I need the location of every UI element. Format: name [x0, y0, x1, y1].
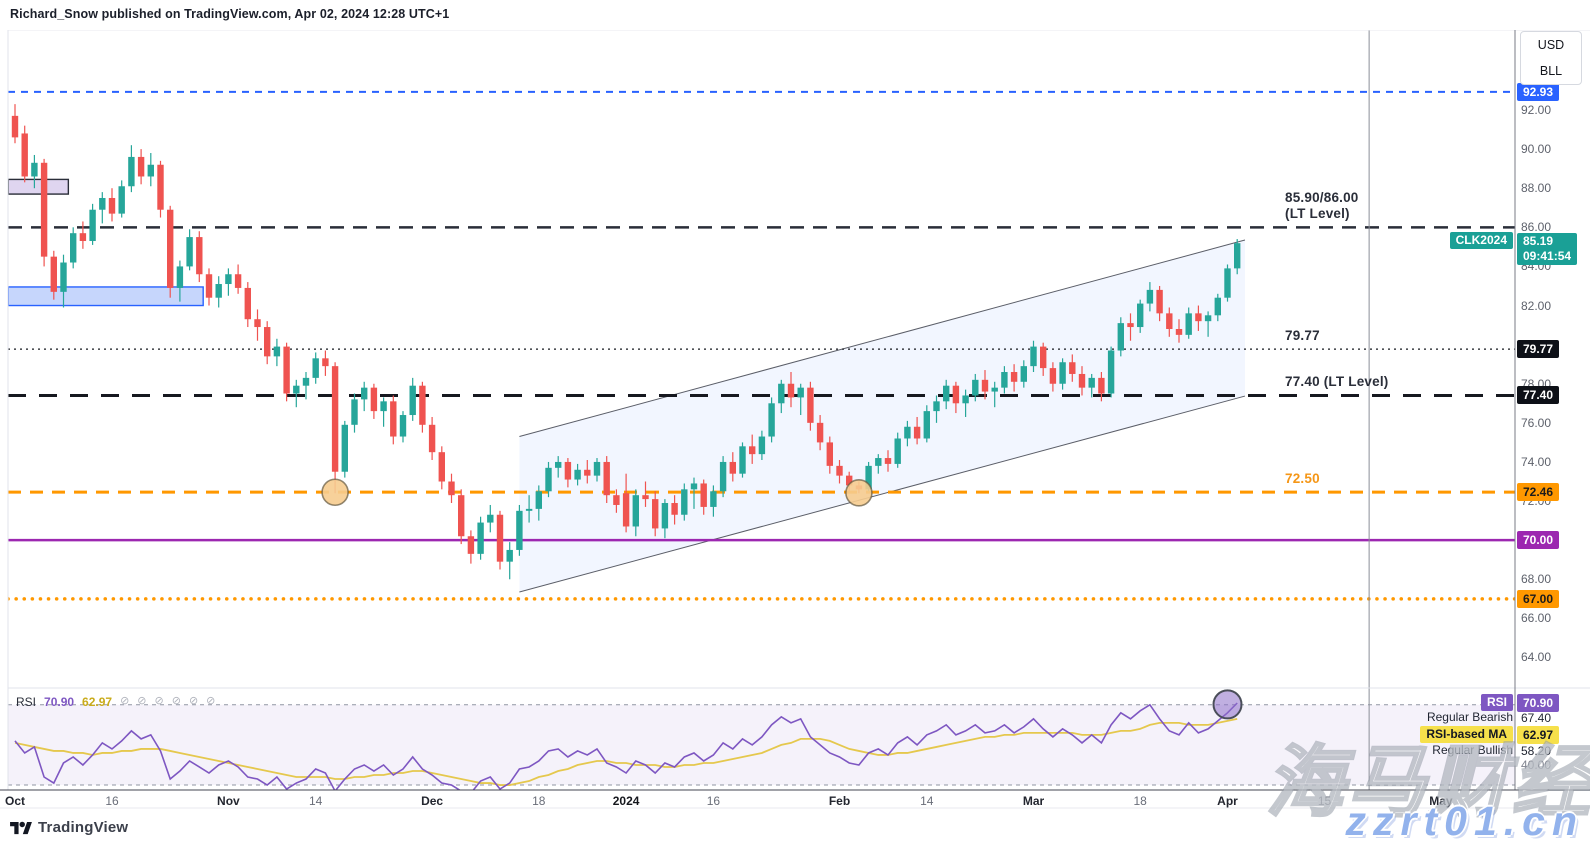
rsi-line	[14, 702, 1238, 790]
price-scale-unit-toggle: USD BLL	[1520, 31, 1582, 85]
time-axis-label: May	[1429, 794, 1453, 808]
price-axis-badge: 67.00	[1517, 589, 1560, 608]
time-axis-label: Feb	[828, 794, 851, 808]
time-axis-label: 18	[532, 794, 546, 808]
price-axis-badge: 67.40	[1521, 711, 1552, 725]
time-axis-label: Oct	[4, 794, 26, 808]
highlight-circle	[845, 479, 873, 507]
rsi-ma-line	[14, 718, 1238, 786]
price-axis-badge: 70.00	[1517, 531, 1560, 550]
price-axis-badge: 79.77	[1517, 340, 1560, 359]
rsi-indicator-legend[interactable]: RSI 70.90 62.97 ⊘ ⊘ ⊘ ⊘ ⊘ ⊘	[16, 694, 215, 709]
time-axis-label: 2024	[612, 794, 640, 808]
tradingview-logo[interactable]: TradingView	[10, 819, 128, 836]
zone-box	[8, 286, 204, 307]
level-annotation: 79.77	[1285, 328, 1320, 344]
rsi-legend-ma-value: 62.97	[82, 694, 113, 709]
price-tick: 68.00	[1521, 572, 1552, 587]
time-axis-label: 16	[706, 794, 721, 808]
pane-label-chip: CLK2024	[1449, 232, 1513, 249]
time-axis-label: 16	[105, 794, 119, 808]
time-axis-label: Apr	[1217, 794, 1238, 808]
price-tick: 82.00	[1521, 298, 1552, 313]
header-bar: Richard_Snow published on TradingView.co…	[0, 0, 1590, 30]
legend-more-icon[interactable]: ⊘	[188, 695, 199, 707]
publish-info-text: Richard_Snow published on TradingView.co…	[10, 7, 450, 21]
pane-label-chip: RSI	[1480, 694, 1513, 711]
level-annotation: 72.50	[1285, 471, 1320, 487]
pane-label-chip: Regular Bearish	[1426, 710, 1513, 724]
price-tick: 88.00	[1521, 181, 1552, 196]
tradingview-logo-icon	[10, 821, 32, 835]
time-axis-label: 18	[1133, 794, 1147, 808]
price-axis-badge: 62.97	[1517, 726, 1560, 744]
legend-eye-icon[interactable]: ⊘	[120, 695, 130, 707]
rsi-highlight-circle	[1212, 689, 1243, 720]
price-axis-badge: 72.46	[1517, 483, 1560, 502]
level-annotation: 77.40 (LT Level)	[1285, 374, 1389, 390]
price-axis-badge: 77.40	[1517, 386, 1560, 405]
price-axis-badge: 85.19 09:41:54	[1517, 233, 1578, 266]
pane-label-chip: RSI-based MA	[1420, 726, 1513, 743]
price-axis-badge: 58.20	[1521, 744, 1552, 758]
channel-top-line	[519, 239, 1246, 438]
time-axis-label: Nov	[217, 794, 240, 808]
rsi-legend-value: 70.90	[44, 694, 75, 709]
zone-box	[8, 178, 70, 195]
watermark-cjk: 海马财经	[1265, 737, 1590, 828]
price-axis-badge: 70.90	[1517, 694, 1560, 712]
highlight-circle	[321, 478, 349, 507]
price-tick: 66.00	[1521, 611, 1552, 626]
time-axis-label: 14	[309, 794, 323, 808]
rsi-band-fill	[8, 704, 1515, 786]
pane-label-chip: Regular Bullish	[1432, 743, 1513, 757]
currency-toggle-usd[interactable]: USD	[1537, 38, 1565, 52]
channel-bottom-line	[519, 395, 1246, 593]
price-tick: 64.00	[1521, 650, 1552, 665]
price-tick: 90.00	[1521, 142, 1552, 157]
price-tick: 76.00	[1521, 415, 1552, 430]
price-axis-badge: 40.00	[1521, 758, 1552, 772]
price-pane	[8, 90, 1515, 601]
level-annotation: 85.90/86.00 (LT Level)	[1285, 190, 1359, 222]
rsi-pane	[8, 689, 1515, 790]
rsi-legend-name: RSI	[16, 694, 37, 709]
price-tick: 74.00	[1521, 454, 1552, 469]
legend-extra-icon[interactable]: ⊘	[206, 695, 216, 707]
tradingview-logo-text: TradingView	[38, 819, 129, 836]
price-tick: 92.00	[1521, 103, 1552, 117]
time-axis-label: 15	[1317, 794, 1332, 808]
price-axis-badge: 92.93	[1517, 82, 1560, 101]
price-tick: 86.00	[1521, 220, 1552, 235]
time-axis-label: Dec	[421, 794, 444, 808]
legend-source-icon[interactable]: ⊘	[154, 695, 164, 707]
unit-toggle-bll[interactable]: BLL	[1539, 64, 1563, 78]
time-axis-label: Mar	[1022, 794, 1045, 808]
legend-delete-icon[interactable]: ⊘	[171, 695, 181, 707]
watermark-url: zzrt01.cn	[1345, 798, 1584, 844]
candles-group	[11, 104, 1241, 580]
time-axis-label: 14	[920, 794, 934, 808]
legend-gear-icon[interactable]: ⊘	[137, 695, 147, 707]
